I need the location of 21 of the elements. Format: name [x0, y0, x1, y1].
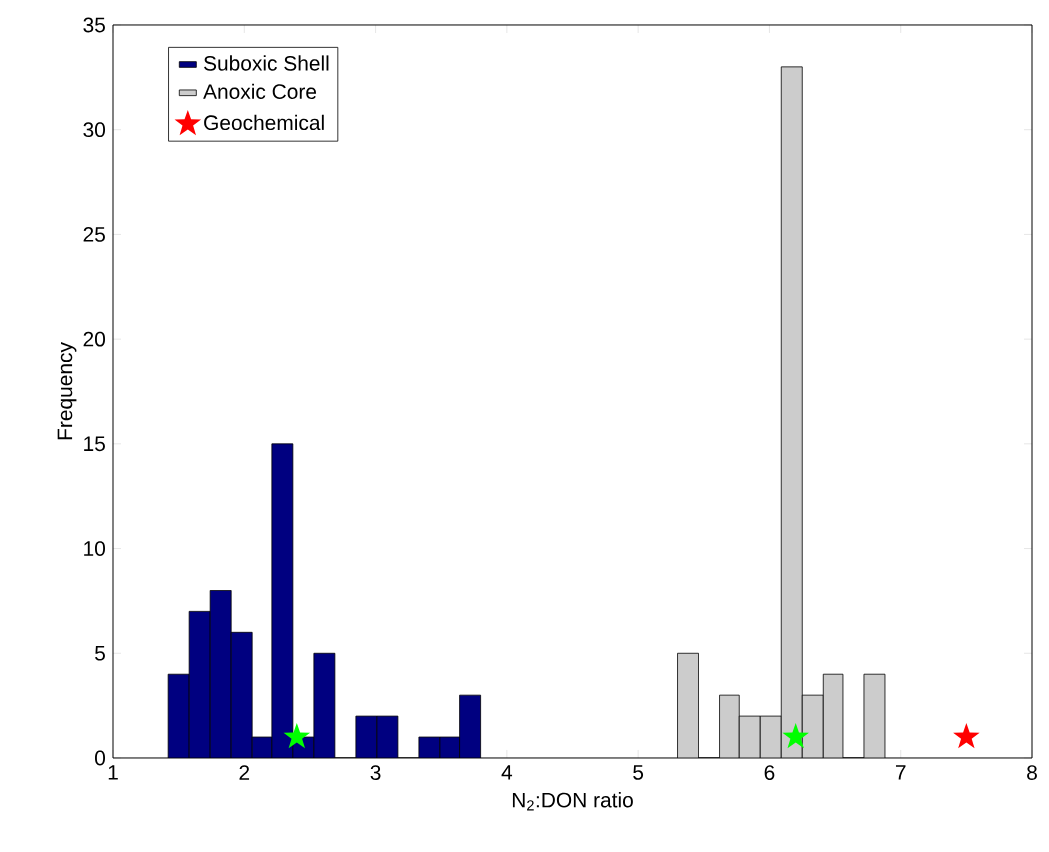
x-tick-label: 2	[239, 765, 250, 780]
y-tick-label: 35	[83, 17, 105, 33]
x-tick-label: 7	[895, 765, 906, 780]
legend-label: Anoxic Core	[203, 83, 317, 100]
x-tick-label: 1	[108, 765, 118, 780]
y-tick-label: 10	[84, 541, 106, 556]
legend-label: Geochemical	[204, 114, 324, 131]
legend-label: Suboxic Shell	[204, 55, 329, 71]
x-tick-label: 6	[764, 765, 775, 780]
y-tick-label: 5	[95, 645, 105, 661]
y-tick-label: 20	[83, 331, 106, 347]
y-tick-label: 30	[83, 122, 106, 138]
x-tick-label: 5	[633, 765, 644, 780]
y-tick-label: 15	[84, 436, 105, 452]
y-tick-label: 25	[83, 227, 105, 242]
y-axis-title: Frequency	[57, 342, 77, 440]
x-tick-label: 3	[370, 765, 381, 780]
x-tick-label: 8	[1027, 765, 1037, 780]
x-axis-title: N$_{2}$:DON ratio	[512, 792, 633, 811]
y-tick-label: 0	[95, 750, 106, 766]
x-tick-label: 4	[501, 765, 513, 780]
